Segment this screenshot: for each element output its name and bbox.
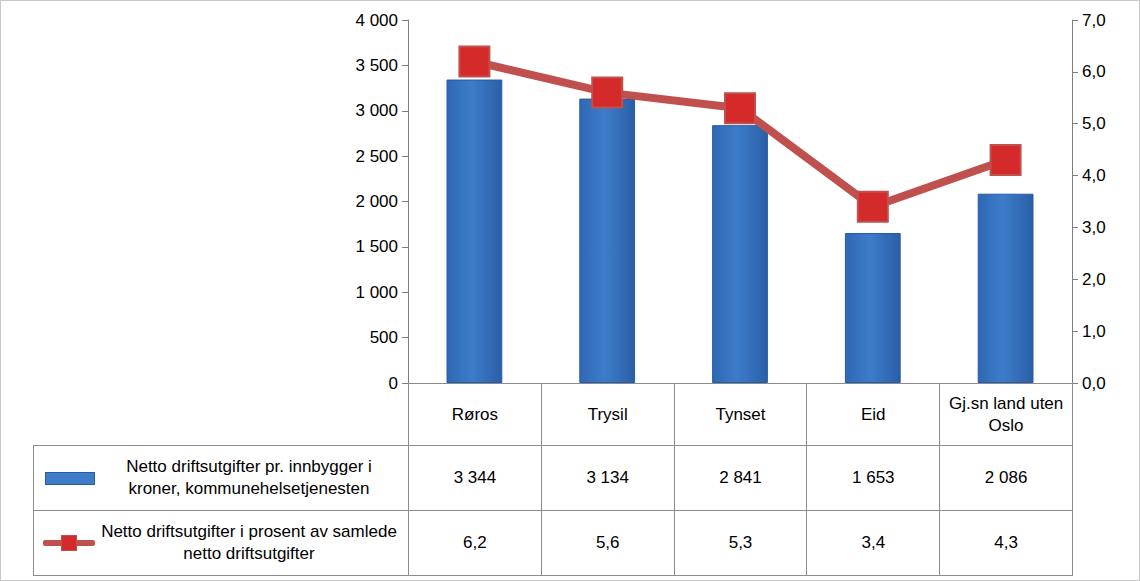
svg-text:1,0: 1,0	[1082, 322, 1106, 341]
html-text:3,4: 3,4	[861, 533, 886, 552]
html-text:2 841: 2 841	[719, 468, 762, 487]
svg-text:2 500: 2 500	[355, 147, 398, 166]
svg-text:2,0: 2,0	[1082, 270, 1106, 289]
html-text:4,3: 4,3	[994, 533, 1018, 552]
svg-text:5,0: 5,0	[1082, 114, 1106, 133]
svg-text:500: 500	[370, 328, 398, 347]
html-text:6,2: 6,2	[463, 533, 487, 552]
html-text:1 653: 1 653	[852, 468, 895, 487]
svg-text:6,0: 6,0	[1082, 62, 1106, 81]
html-text:Gj.sn land uten Oslo: Gj.sn land uten Oslo	[948, 393, 1064, 435]
svg-text:3,0: 3,0	[1082, 218, 1106, 237]
html-text:Tynset: Tynset	[715, 404, 766, 424]
html-text:Røros: Røros	[451, 404, 498, 424]
html-text:3 134: 3 134	[586, 468, 629, 487]
svg-text:0: 0	[388, 373, 398, 393]
html-text:5,6: 5,6	[595, 533, 620, 552]
svg-text:7,0: 7,0	[1082, 11, 1106, 30]
html-text:Netto driftsutgifter pr. innby: Netto driftsutgifter pr. innbygger i kro…	[126, 457, 372, 498]
html-text:5,3: 5,3	[728, 533, 753, 552]
html-text:Trysil: Trysil	[587, 404, 628, 424]
svg-text:4 000: 4 000	[355, 11, 398, 30]
html-text:Eid: Eid	[861, 404, 886, 424]
svg-text:1 500: 1 500	[355, 237, 398, 256]
svg-text:2 000: 2 000	[355, 192, 398, 211]
html-text:3 344: 3 344	[453, 468, 497, 487]
svg-text:3 500: 3 500	[355, 56, 398, 75]
svg-text:0,0: 0,0	[1082, 374, 1106, 393]
svg-text:4,0: 4,0	[1082, 166, 1106, 185]
html-text:Netto driftsutgifter i prosent: Netto driftsutgifter i prosent av samled…	[101, 522, 397, 563]
html-text:2 086: 2 086	[984, 468, 1028, 487]
svg-text:3 000: 3 000	[355, 101, 398, 120]
svg-text:1 000: 1 000	[355, 283, 398, 302]
